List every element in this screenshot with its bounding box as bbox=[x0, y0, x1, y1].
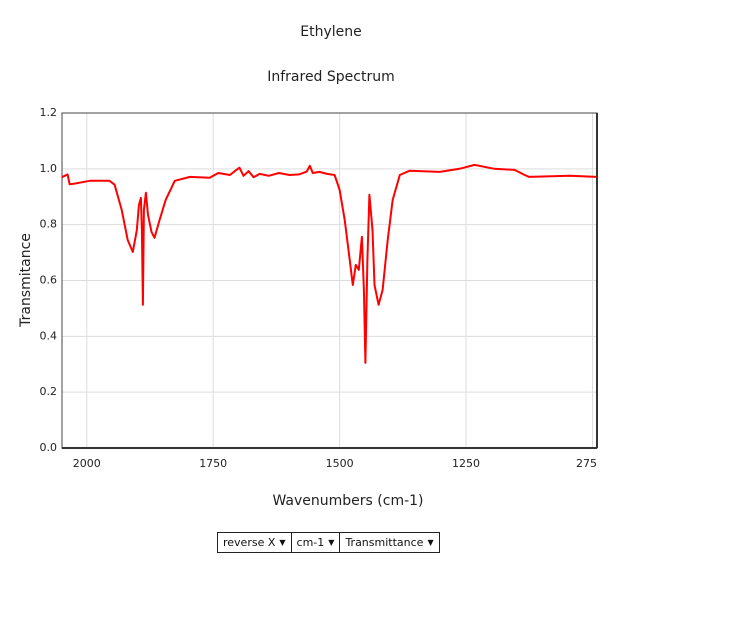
y-tick-label: 0.0 bbox=[40, 441, 58, 454]
dropdown-label: Transmittance bbox=[345, 536, 424, 549]
x-tick-label: 1750 bbox=[199, 457, 227, 470]
x-tick-label: 2000 bbox=[73, 457, 101, 470]
chart: Ethylene Infrared Spectrum Wavenumbers (… bbox=[18, 24, 598, 509]
y-axis-label: Transmitance bbox=[18, 233, 34, 328]
y-tick-label: 0.4 bbox=[40, 329, 58, 342]
dropdown-label: reverse X bbox=[223, 536, 276, 549]
y-tick-label: 0.2 bbox=[40, 385, 58, 398]
y-tick-label: 1.2 bbox=[40, 106, 58, 119]
y-tick-label: 0.6 bbox=[40, 274, 58, 287]
dropdown[interactable]: Transmittance ▼ bbox=[339, 532, 440, 553]
dropdown[interactable]: reverse X ▼ bbox=[217, 532, 292, 553]
spectrum-line bbox=[61, 163, 597, 364]
y-tick-label: 0.8 bbox=[40, 218, 58, 231]
controls: reverse X ▼ cm-1 ▼ Transmittance ▼ bbox=[217, 532, 440, 553]
y-tick-label: 1.0 bbox=[40, 162, 58, 175]
x-axis-label: Wavenumbers (cm-1) bbox=[272, 493, 423, 509]
x-tick-label: 1500 bbox=[326, 457, 354, 470]
dropdown[interactable]: cm-1 ▼ bbox=[290, 532, 341, 553]
x-tick-label: 1250 bbox=[452, 457, 480, 470]
x-tick-label: 275 bbox=[576, 457, 597, 470]
dropdown-label: cm-1 bbox=[296, 536, 325, 549]
chart-subtitle: Infrared Spectrum bbox=[267, 69, 395, 85]
chart-title: Ethylene bbox=[300, 24, 361, 40]
